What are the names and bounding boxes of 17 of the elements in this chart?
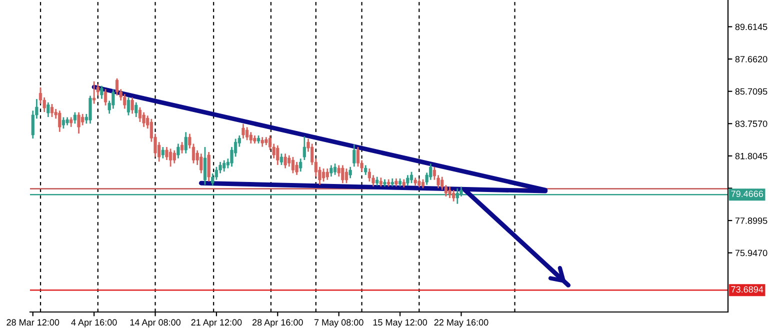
x-tick-label: 21 Apr 12:00: [191, 319, 242, 328]
x-tick-label: 4 Apr 16:00: [71, 319, 117, 328]
x-tick-label: 14 Apr 08:00: [130, 319, 181, 328]
ref-line-label: 79.4666: [731, 190, 764, 198]
x-tick-label: 15 May 12:00: [373, 319, 428, 328]
y-tick-label: 75.9470: [735, 250, 768, 256]
y-tick-label: 89.6145: [735, 24, 768, 30]
y-tick-label: 77.8995: [735, 217, 768, 224]
y-tick-label: 87.6620: [735, 56, 768, 62]
ref-line-label: 73.6894: [731, 286, 764, 293]
x-tick-label: 22 May 16:00: [434, 319, 488, 328]
y-tick-label: 83.7570: [735, 120, 768, 127]
y-tick-label: 85.7095: [735, 88, 768, 95]
x-tick-label: 28 Mar 12:00: [6, 319, 60, 326]
y-tick-label: 81.8045: [735, 152, 768, 160]
x-tick-label: 7 May 08:00: [314, 319, 364, 328]
x-tick-label: 28 Apr 16:00: [252, 319, 303, 328]
